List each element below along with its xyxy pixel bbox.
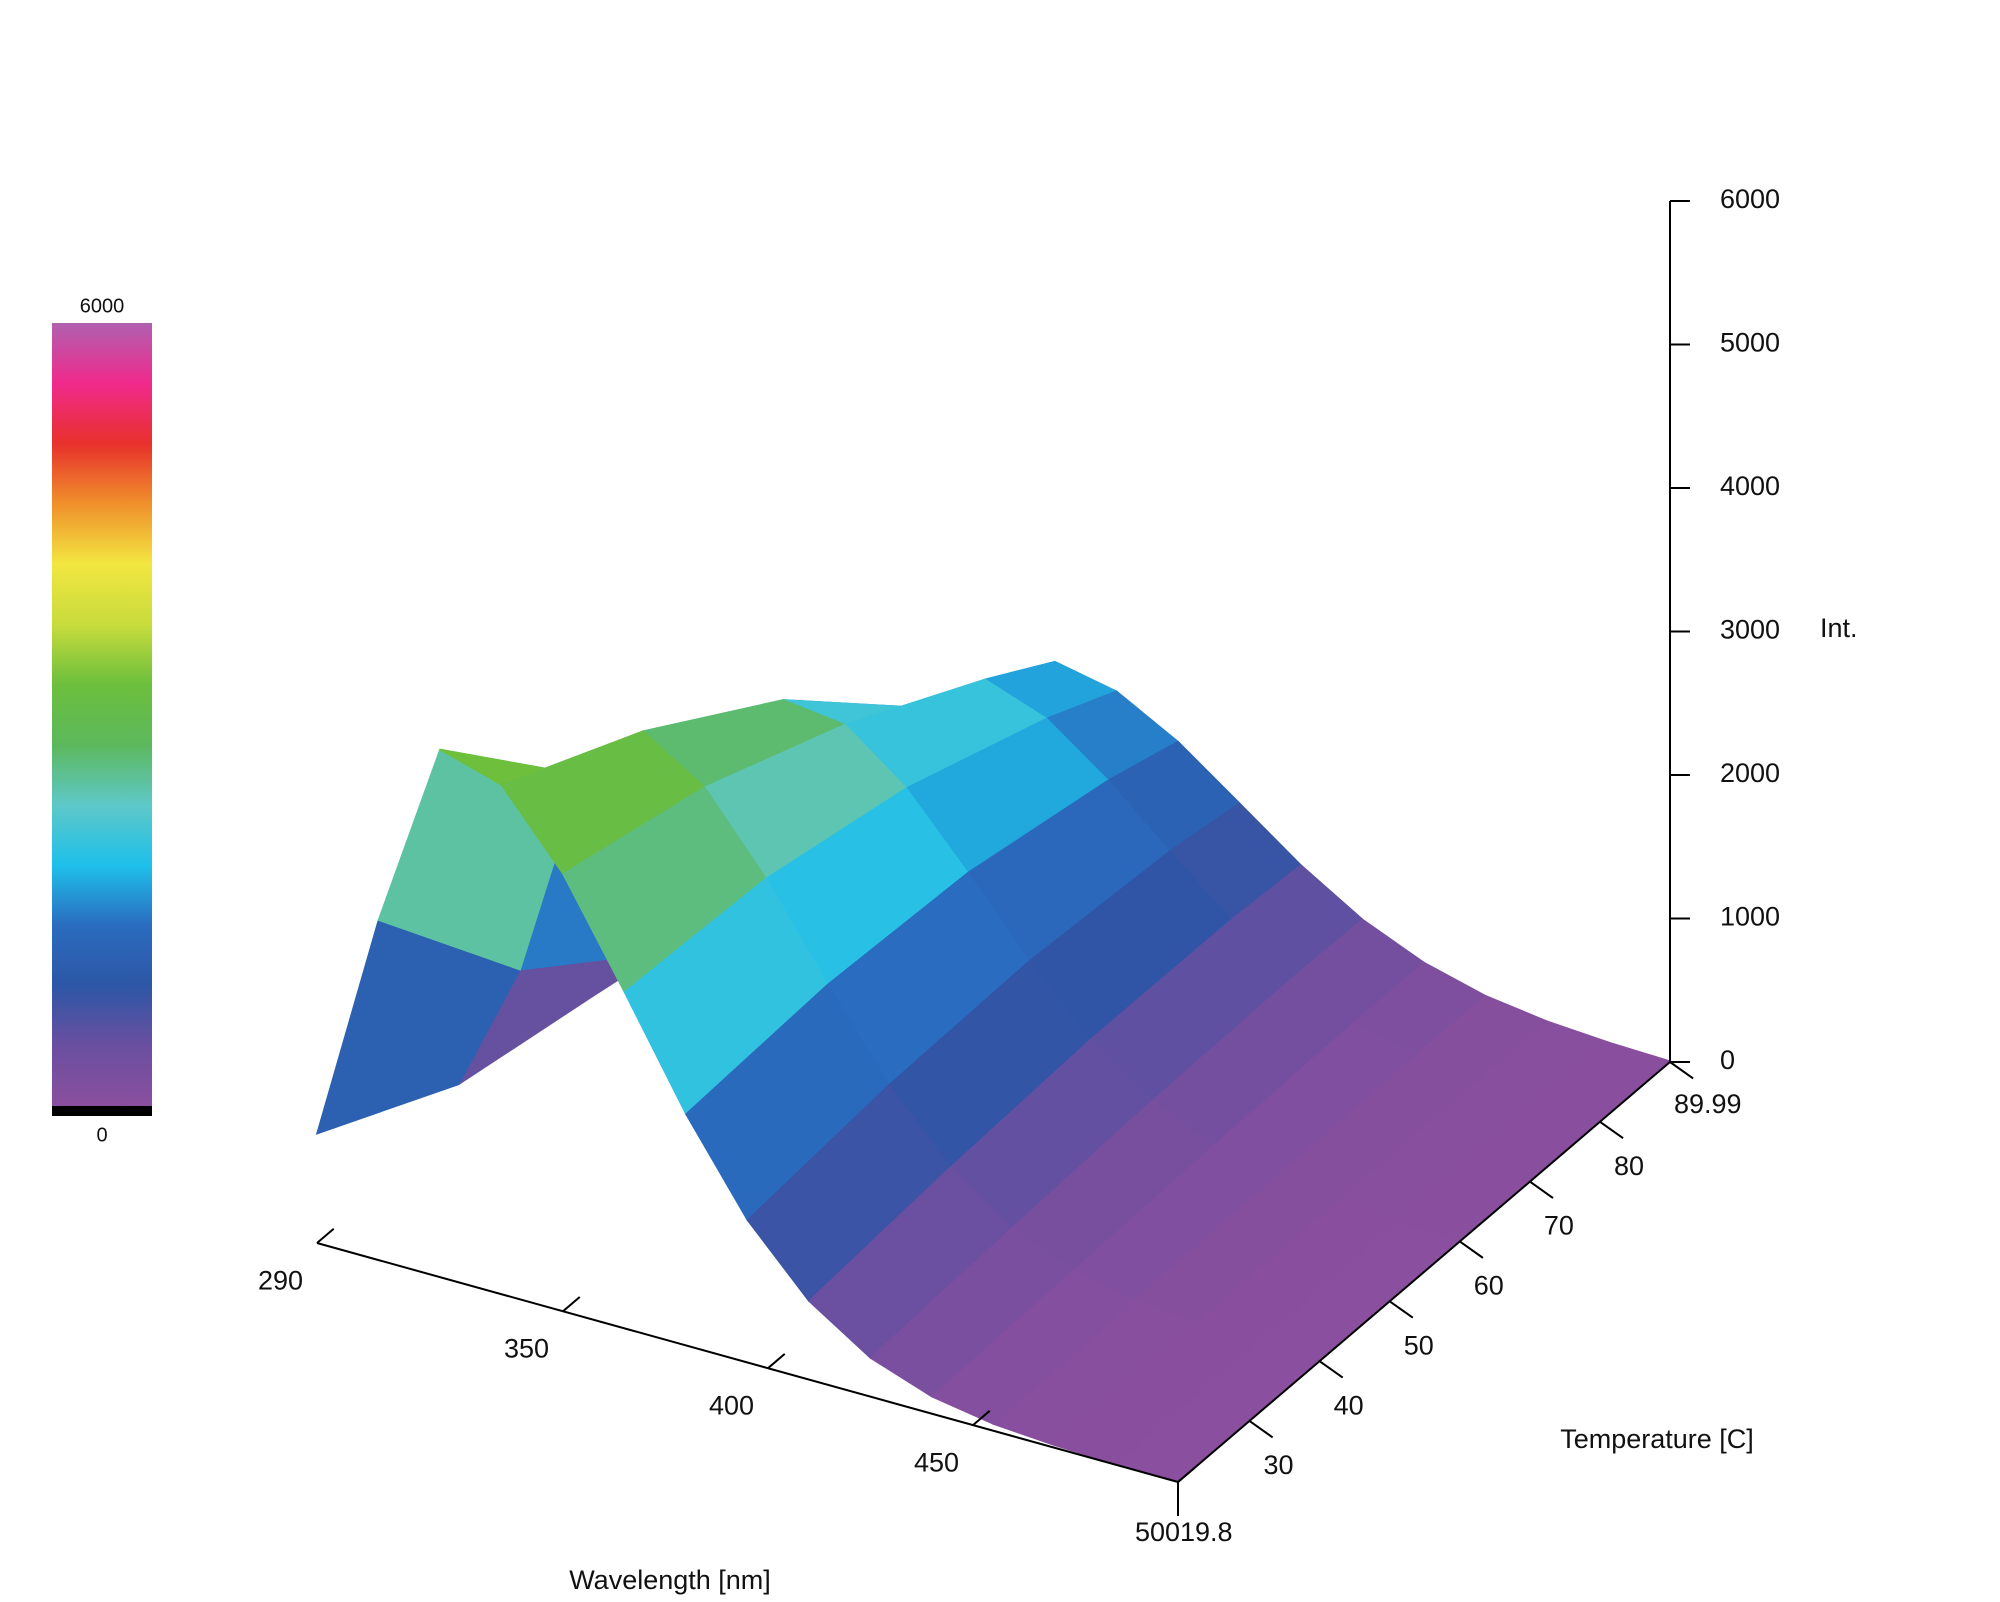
- z-axis-label: Int.: [1820, 613, 1858, 643]
- y-tick-label: 19.8: [1180, 1517, 1233, 1547]
- z-tick-label: 3000: [1720, 615, 1780, 645]
- x-tick: [562, 1296, 581, 1313]
- y-tick-label: 50: [1404, 1330, 1434, 1360]
- colorbar-tick-label: 0: [96, 1124, 107, 1146]
- x-tick: [767, 1353, 786, 1369]
- y-tick: [1248, 1420, 1274, 1439]
- y-tick-label: 60: [1474, 1271, 1504, 1301]
- x-axis: [316, 1242, 1179, 1483]
- y-tick-label: 80: [1614, 1151, 1644, 1181]
- x-tick: [972, 1410, 991, 1426]
- y-tick-label: 40: [1334, 1390, 1364, 1420]
- y-tick: [1599, 1120, 1624, 1140]
- y-tick-label: 70: [1544, 1211, 1574, 1241]
- x-tick-label: 350: [504, 1334, 549, 1364]
- colorbar: [52, 323, 152, 1106]
- y-tick: [1669, 1061, 1694, 1080]
- colorbar-tick-label: 6000: [80, 295, 125, 317]
- x-tick: [316, 1227, 335, 1244]
- z-tick-label: 5000: [1720, 328, 1780, 358]
- z-tick-label: 4000: [1720, 471, 1780, 501]
- y-tick: [1389, 1300, 1414, 1319]
- y-tick-label: 89.99: [1674, 1089, 1742, 1119]
- y-axis: [1177, 1061, 1671, 1483]
- z-tick-label: 1000: [1720, 902, 1780, 932]
- z-tick-label: 6000: [1720, 184, 1780, 214]
- x-tick-label: 400: [709, 1390, 754, 1420]
- x-tick-label: 500: [1135, 1517, 1180, 1547]
- colorbar-zero-band: [52, 1106, 152, 1116]
- y-tick: [1459, 1240, 1484, 1259]
- y-tick: [1319, 1360, 1344, 1379]
- y-tick-label: 30: [1263, 1450, 1293, 1480]
- x-tick-label: 290: [258, 1265, 303, 1295]
- z-tick-label: 2000: [1720, 758, 1780, 788]
- surface: [315, 660, 1672, 1483]
- x-axis-label: Wavelength [nm]: [569, 1565, 771, 1595]
- y-tick: [1529, 1180, 1554, 1199]
- y-axis-label: Temperature [C]: [1560, 1424, 1754, 1454]
- x-tick-label: 450: [914, 1447, 959, 1477]
- z-tick-label: 0: [1720, 1045, 1735, 1075]
